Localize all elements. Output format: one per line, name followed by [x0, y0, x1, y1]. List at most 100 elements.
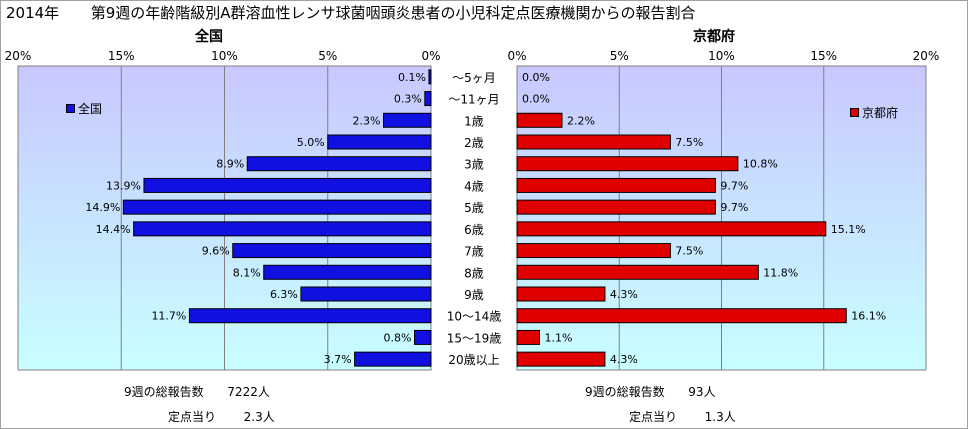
category-label: 1歳	[464, 114, 484, 128]
category-label: 〜11ヶ月	[448, 93, 499, 107]
national-data-label: 0.1%	[398, 71, 426, 84]
national-per-site: 定点当り 2.3人	[168, 408, 275, 425]
kyoto-total-reports: 9週の総報告数 93人	[585, 383, 716, 400]
kyoto-data-label: 0.0%	[522, 93, 550, 106]
national-legend: 全国	[66, 100, 102, 117]
national-per-site-label: 定点当り	[168, 410, 217, 424]
national-per-site-value: 2.3人	[243, 410, 275, 424]
national-legend-swatch	[66, 104, 75, 113]
kyoto-reports-value: 93人	[688, 385, 716, 399]
national-bar	[188, 308, 432, 324]
national-data-label: 6.3%	[270, 288, 298, 301]
kyoto-per-site-label: 定点当り	[629, 410, 678, 424]
national-tick-label: 20%	[5, 49, 32, 63]
national-bar	[232, 243, 432, 259]
kyoto-bar	[516, 286, 606, 302]
title-text: 第9週の年齢階級別A群溶血性レンサ球菌咽頭炎患者の小児科定点医療機関からの報告割…	[90, 4, 696, 22]
kyoto-data-label: 16.1%	[851, 310, 886, 323]
category-label: 15〜19歳	[447, 331, 502, 345]
national-data-label: 2.3%	[353, 114, 381, 127]
category-label: 4歳	[464, 179, 484, 193]
kyoto-bar	[516, 221, 827, 237]
category-label: 8歳	[464, 266, 484, 280]
kyoto-data-label: 2.2%	[567, 114, 595, 127]
kyoto-legend: 京都府	[850, 104, 898, 121]
national-tick-label: 0%	[421, 49, 440, 63]
national-data-label: 14.9%	[85, 201, 120, 214]
national-legend-label: 全国	[78, 102, 103, 116]
kyoto-bar	[516, 134, 671, 150]
national-data-label: 8.9%	[216, 158, 244, 171]
kyoto-per-site: 定点当り 1.3人	[629, 408, 736, 425]
kyoto-data-label: 11.8%	[763, 266, 798, 279]
kyoto-data-label: 7.5%	[675, 245, 703, 258]
national-bar	[424, 91, 432, 107]
category-label: 6歳	[464, 223, 484, 237]
national-data-label: 13.9%	[106, 179, 141, 192]
kyoto-panel-title: 京都府	[693, 29, 735, 45]
national-total-reports: 9週の総報告数 7222人	[124, 383, 270, 400]
kyoto-bar	[516, 243, 671, 259]
national-bar	[143, 177, 432, 193]
national-data-label: 3.7%	[324, 353, 352, 366]
category-label: 10〜14歳	[447, 310, 502, 324]
national-bar	[300, 286, 432, 302]
national-bar	[122, 199, 432, 215]
national-panel-title: 全国	[195, 29, 223, 45]
national-bar	[246, 156, 432, 172]
national-data-label: 0.3%	[394, 93, 422, 106]
national-bar	[383, 112, 432, 128]
kyoto-bar	[516, 156, 739, 172]
kyoto-tick-label: 20%	[913, 49, 940, 63]
national-data-label: 14.4%	[96, 223, 131, 236]
kyoto-data-label: 7.5%	[675, 136, 703, 149]
kyoto-bar	[516, 177, 716, 193]
year-label: 2014年	[6, 4, 60, 22]
national-data-label: 5.0%	[297, 136, 325, 149]
national-bar	[327, 134, 432, 150]
kyoto-data-label: 9.7%	[720, 179, 748, 192]
category-label: 3歳	[464, 158, 484, 172]
national-reports-label: 9週の総報告数	[124, 385, 204, 399]
kyoto-reports-label: 9週の総報告数	[585, 385, 665, 399]
kyoto-bar	[516, 329, 540, 345]
category-label: 9歳	[464, 288, 484, 302]
kyoto-data-label: 4.3%	[610, 353, 638, 366]
kyoto-bar	[516, 264, 759, 280]
national-tick-label: 5%	[318, 49, 337, 63]
kyoto-data-label: 15.1%	[831, 223, 866, 236]
national-tick-label: 15%	[108, 49, 135, 63]
category-label: 7歳	[464, 245, 484, 259]
kyoto-data-label: 10.8%	[743, 158, 778, 171]
national-bar	[354, 351, 432, 367]
kyoto-data-label: 9.7%	[720, 201, 748, 214]
national-data-label: 9.6%	[202, 245, 230, 258]
national-bar	[428, 69, 432, 85]
kyoto-tick-label: 15%	[810, 49, 837, 63]
chart-title: 2014年 第9週の年齢階級別A群溶血性レンサ球菌咽頭炎患者の小児科定点医療機関…	[6, 2, 696, 23]
kyoto-legend-label: 京都府	[862, 106, 899, 120]
kyoto-data-label: 0.0%	[522, 71, 550, 84]
category-label: 2歳	[464, 136, 484, 150]
kyoto-bar	[516, 199, 716, 215]
category-label: 20歳以上	[448, 353, 499, 367]
kyoto-bar	[516, 308, 847, 324]
national-bar	[413, 329, 432, 345]
national-data-label: 8.1%	[233, 266, 261, 279]
category-label: 〜5ヶ月	[452, 71, 496, 85]
kyoto-data-label: 1.1%	[544, 331, 572, 344]
kyoto-legend-swatch	[850, 108, 859, 117]
category-label: 5歳	[464, 201, 484, 215]
kyoto-data-label: 4.3%	[610, 288, 638, 301]
national-tick-label: 10%	[211, 49, 238, 63]
kyoto-bar	[516, 351, 606, 367]
national-bar	[263, 264, 432, 280]
kyoto-tick-label: 10%	[708, 49, 735, 63]
national-data-label: 11.7%	[151, 310, 186, 323]
national-data-label: 0.8%	[384, 331, 412, 344]
national-reports-value: 7222人	[227, 385, 270, 399]
kyoto-tick-label: 0%	[507, 49, 526, 63]
kyoto-per-site-value: 1.3人	[704, 410, 736, 424]
national-bar	[133, 221, 432, 237]
